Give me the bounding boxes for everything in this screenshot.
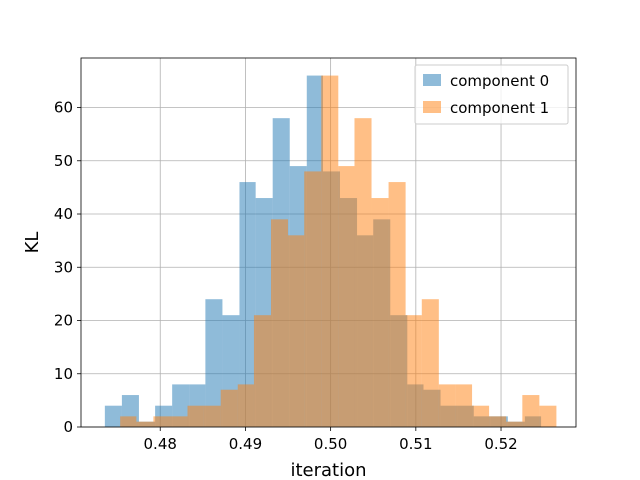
y-tick-label: 50 [54,152,73,170]
y-axis-ticks: 0 10 20 30 40 50 60 [54,99,81,436]
series-1-bar [136,421,154,427]
series-1-bar [288,235,305,427]
x-axis-label: iteration [290,460,366,480]
histogram-bars [104,75,557,428]
plot-frame [80,57,577,428]
legend-label-0: component 0 [450,72,549,90]
series-1-bar [522,395,540,427]
legend: component 0 component 1 [414,64,569,125]
y-tick-label: 60 [54,99,73,117]
y-tick-label: 10 [54,365,73,383]
series-1-bar [220,389,238,427]
x-tick-label: 0.51 [399,435,432,453]
series-1-bar [405,315,422,427]
legend-swatch-1 [423,101,441,113]
y-tick-label: 0 [63,418,73,436]
x-axis-ticks: 0.48 0.49 0.50 0.51 0.52 [144,427,518,453]
series-1-bar [421,299,439,427]
series-1-bar [539,405,557,427]
series-1-bar [338,166,355,427]
series-1-bar [237,384,254,427]
series-0-bar [205,299,223,427]
series-1-bar [489,416,507,427]
series-1-bar [203,405,221,427]
legend-box [414,64,569,125]
y-axis-label: KL [22,232,43,254]
y-tick-label: 20 [54,312,73,330]
series-1-bar [354,118,372,428]
x-tick-label: 0.52 [484,435,517,453]
series-1-bar [120,416,137,427]
series-1-bar [371,198,389,427]
x-tick-label: 0.48 [144,435,177,453]
series-0-bar [239,182,256,427]
series-1-bars [120,75,557,428]
series-1-bar [170,416,188,427]
series-1-bar [153,416,171,427]
series-1-bar [321,75,339,428]
series-1-bar [304,171,322,427]
series-1-bar [438,384,456,427]
series-1-bar [270,219,289,427]
legend-swatch-0 [423,74,441,86]
series-1-bar [388,182,406,427]
series-1-bar [455,384,473,427]
x-tick-label: 0.50 [314,435,347,453]
series-1-bar [253,315,271,427]
series-0-bar [104,405,122,427]
legend-label-1: component 1 [450,99,549,117]
series-1-bar [506,421,523,427]
series-1-bar [187,405,204,427]
y-tick-label: 30 [54,258,73,276]
series-1-bar [472,405,490,427]
x-tick-label: 0.49 [229,435,262,453]
y-tick-label: 40 [54,205,73,223]
